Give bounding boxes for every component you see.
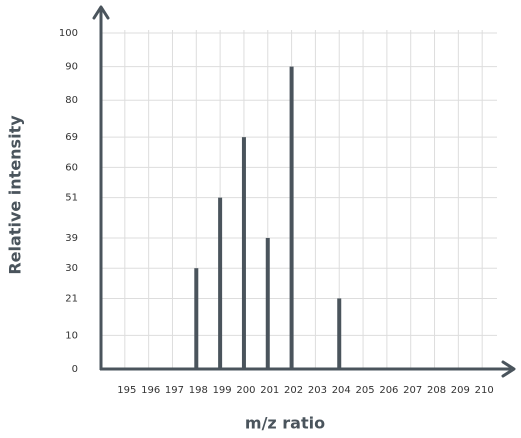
x-tick-label: 203 — [308, 385, 327, 396]
y-tick-label: 80 — [65, 95, 78, 106]
x-tick-label: 210 — [475, 385, 494, 396]
y-tick-label: 51 — [65, 193, 78, 204]
bar — [289, 66, 294, 369]
y-tick-label: 0 — [72, 364, 78, 375]
x-tick-label: 201 — [260, 385, 279, 396]
y-axis-title: Relative intensity — [6, 115, 25, 275]
y-tick-label: 69 — [65, 132, 78, 143]
bar — [241, 137, 246, 369]
x-tick-label: 202 — [284, 385, 303, 396]
x-tick-label: 195 — [117, 385, 136, 396]
y-axis-arrow — [92, 5, 110, 20]
y-tick-label: 10 — [65, 330, 78, 341]
x-axis-title: m/z ratio — [245, 414, 325, 433]
x-tick-label: 200 — [236, 385, 255, 396]
x-tick-label: 204 — [332, 385, 351, 396]
bar — [337, 298, 342, 369]
y-tick-label: 100 — [59, 28, 78, 39]
x-tick-label: 205 — [356, 385, 375, 396]
bar — [194, 268, 199, 369]
x-tick-label: 196 — [141, 385, 160, 396]
x-tick-label: 206 — [379, 385, 398, 396]
x-tick-label: 209 — [451, 385, 470, 396]
y-tick-label: 21 — [65, 293, 78, 304]
y-tick-label: 60 — [65, 162, 78, 173]
y-tick-label: 30 — [65, 263, 78, 274]
bar — [218, 197, 223, 369]
y-tick-label: 90 — [65, 62, 78, 73]
x-tick-label: 198 — [189, 385, 208, 396]
x-tick-label: 197 — [165, 385, 184, 396]
bar — [265, 237, 270, 369]
y-tick-label: 39 — [65, 233, 78, 244]
x-tick-label: 199 — [213, 385, 232, 396]
x-tick-label: 207 — [403, 385, 422, 396]
x-axis-arrow — [501, 360, 516, 378]
x-tick-label: 208 — [427, 385, 446, 396]
